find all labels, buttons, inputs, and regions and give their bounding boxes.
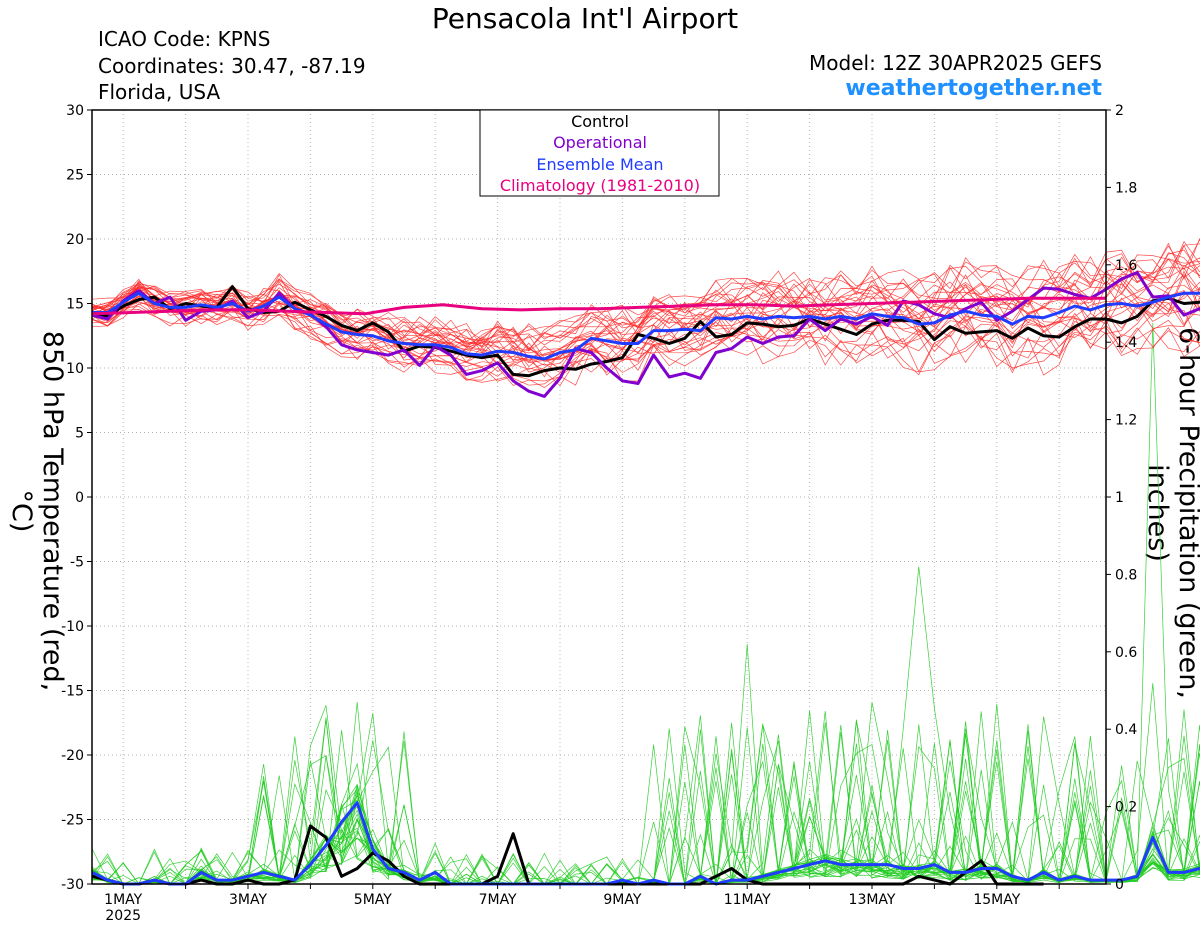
climatology-left-line: [91, 296, 1106, 316]
ensemble-mean-left-line: [92, 291, 1200, 361]
temp-member-line: [91, 240, 1200, 351]
precip-member-line: [91, 713, 1200, 885]
x-tick-label: 3MAY: [229, 892, 267, 908]
legend: Control Operational Ensemble Mean Climat…: [479, 109, 720, 197]
precip-member-line: [91, 719, 1200, 885]
x-tick-label: 9MAY: [603, 892, 641, 908]
y-tick-label-right: 0.6: [1115, 645, 1137, 661]
y-tick-label-right: 0.2: [1115, 800, 1137, 816]
temp-member-line: [91, 243, 1200, 348]
y-tick-label-right: 0: [1115, 877, 1124, 893]
x-year-label: 2025: [105, 908, 141, 924]
y-tick-label-left: 15: [66, 297, 84, 313]
icao-code: ICAO Code: KPNS: [98, 27, 271, 51]
y-tick-label-right: 0.4: [1115, 722, 1137, 738]
precip-member-line: [91, 726, 1200, 885]
temp-member-line: [91, 289, 1200, 373]
website-link[interactable]: weathertogether.net: [845, 76, 1102, 101]
x-tick-label: 11MAY: [724, 892, 771, 908]
y-tick-label-left: -5: [70, 555, 84, 571]
y-tick-label-left: -25: [61, 813, 84, 829]
y-tick-label-right: 1.6: [1115, 258, 1137, 274]
temp-member-line: [91, 253, 1200, 352]
y-tick-label-left: 0: [75, 490, 84, 506]
ensemble-mean-right-line: [91, 801, 1200, 886]
precip-member-line: [91, 724, 1200, 886]
legend-climatology: Climatology (1981-2010): [500, 176, 700, 195]
temp-member-line: [91, 307, 1200, 387]
precip-member-line: [91, 724, 1200, 885]
y-tick-label-left: 25: [66, 168, 84, 184]
precip-members: [91, 322, 1200, 886]
y-tick-label-left: -10: [61, 619, 84, 635]
temp-member-line: [91, 287, 1200, 370]
y-tick-label-left: 10: [66, 361, 84, 377]
x-tick-label: 15MAY: [973, 892, 1020, 908]
y-tick-label-left: -15: [61, 684, 84, 700]
temp-member-line: [91, 290, 1200, 373]
precip-member-line: [91, 566, 1200, 885]
legend-box: [479, 109, 720, 197]
temp-member-line: [91, 292, 1200, 386]
y-tick-label-right: 1.8: [1115, 180, 1137, 196]
legend-operational: Operational: [553, 133, 647, 152]
operational-left-line: [91, 271, 1200, 398]
y-tick-label-right: 1.2: [1115, 413, 1137, 429]
x-tick-label: 5MAY: [354, 892, 392, 908]
precip-member-line: [91, 728, 1200, 885]
precip-member-line: [91, 731, 1200, 885]
y-tick-label-right: 1: [1115, 490, 1124, 506]
coordinates: Coordinates: 30.47, -87.19: [98, 54, 366, 78]
y-tick-label-left: -30: [61, 877, 84, 893]
temp-member-line: [91, 301, 1200, 386]
legend-ensemble-mean: Ensemble Mean: [536, 155, 663, 174]
temp-members: [91, 238, 1200, 389]
y-tick-label-left: 20: [66, 232, 84, 248]
temp-member-line: [91, 239, 1200, 347]
temp-member-line: [91, 306, 1200, 389]
model-run: Model: 12Z 30APR2025 GEFS: [809, 51, 1102, 75]
precip-member-line: [91, 722, 1200, 885]
y-tick-label-right: 0.8: [1115, 567, 1137, 583]
y-tick-label-left: 30: [66, 103, 84, 119]
y-tick-label-right: 2: [1115, 103, 1124, 119]
x-tick-label: 7MAY: [479, 892, 517, 908]
chart-title: Pensacola Int'l Airport: [431, 2, 739, 35]
temp-member-line: [91, 263, 1200, 359]
legend-control: Control: [571, 112, 629, 131]
y-tick-label-right: 1.4: [1115, 335, 1137, 351]
x-tick-label: 13MAY: [849, 892, 896, 908]
grid: [92, 109, 1106, 885]
control-left-line: [91, 285, 1200, 378]
y-tick-label-left: 5: [75, 426, 84, 442]
location: Florida, USA: [98, 80, 221, 104]
x-tick-label: 1MAY: [104, 892, 142, 908]
axes: 302520151050-5-10-15-20-25-3021.81.61.41…: [61, 103, 1137, 924]
y-tick-label-left: -20: [61, 748, 84, 764]
